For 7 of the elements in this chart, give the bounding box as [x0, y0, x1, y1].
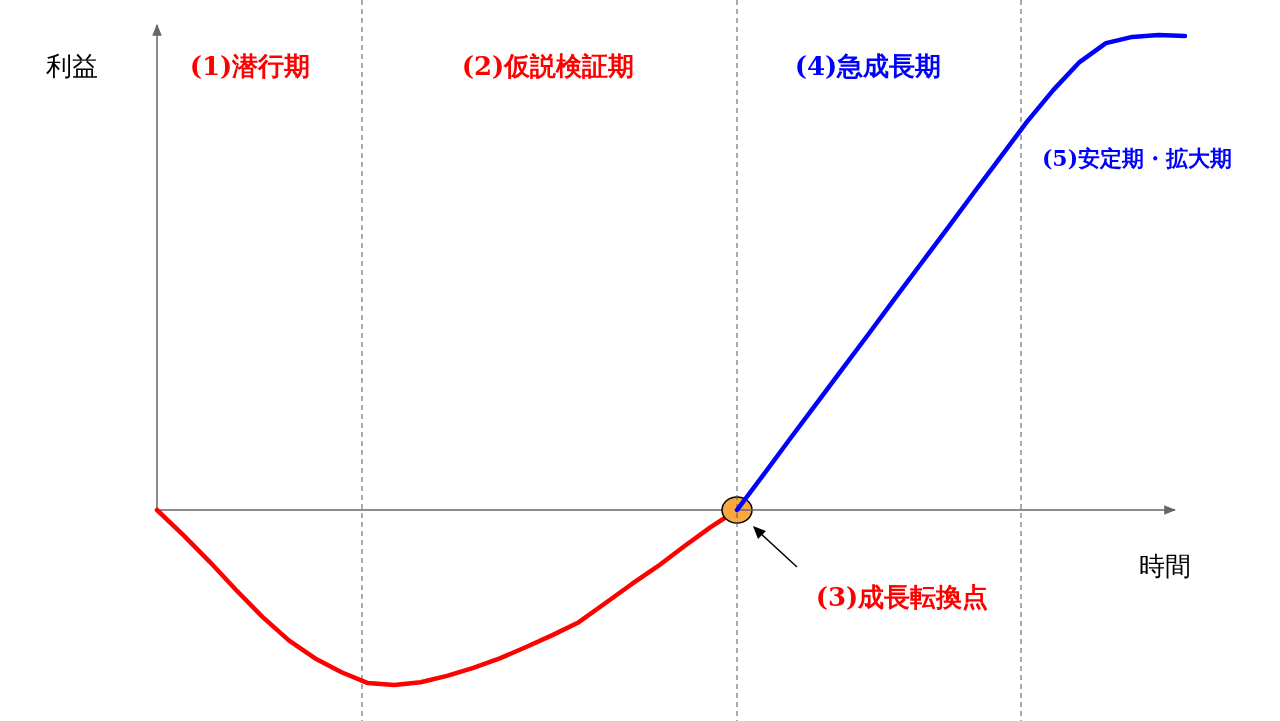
annotation: (5)安定期・拡大期 [1041, 145, 1233, 171]
x-axis-title: 時間 [1139, 551, 1191, 581]
y-axis-title: 利益 [46, 51, 98, 81]
text: (1)潜行期 [189, 51, 311, 81]
text: (3)成長転換点 [815, 582, 989, 612]
text: (2)仮説検証期 [461, 51, 635, 81]
annotation: (4)急成長期 [794, 51, 942, 81]
